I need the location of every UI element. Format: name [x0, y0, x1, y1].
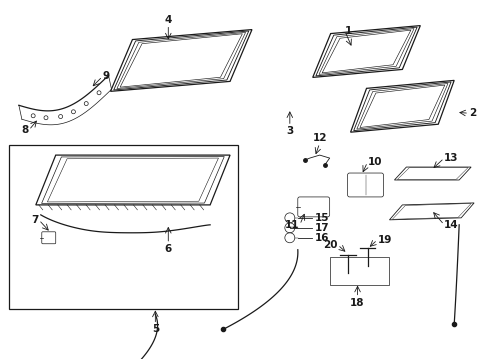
Text: 16: 16	[314, 233, 328, 243]
Text: 12: 12	[312, 133, 326, 143]
Text: 4: 4	[164, 15, 172, 24]
Text: 20: 20	[323, 240, 337, 250]
Text: 8: 8	[21, 125, 29, 135]
Text: 5: 5	[151, 324, 159, 334]
Text: 2: 2	[468, 108, 475, 118]
Text: 6: 6	[164, 244, 172, 254]
Text: 11: 11	[285, 220, 299, 230]
Text: 15: 15	[314, 213, 328, 223]
Text: 17: 17	[314, 223, 329, 233]
Text: 1: 1	[344, 26, 351, 36]
Bar	[329, 257, 388, 285]
Text: 19: 19	[377, 235, 391, 245]
Text: 3: 3	[285, 126, 293, 136]
Text: 10: 10	[367, 157, 381, 167]
Bar	[9, 145, 238, 310]
Text: 7: 7	[31, 215, 39, 225]
Text: 14: 14	[443, 220, 458, 230]
Text: 13: 13	[443, 153, 458, 163]
Text: 9: 9	[102, 71, 109, 81]
Text: 18: 18	[349, 298, 364, 307]
